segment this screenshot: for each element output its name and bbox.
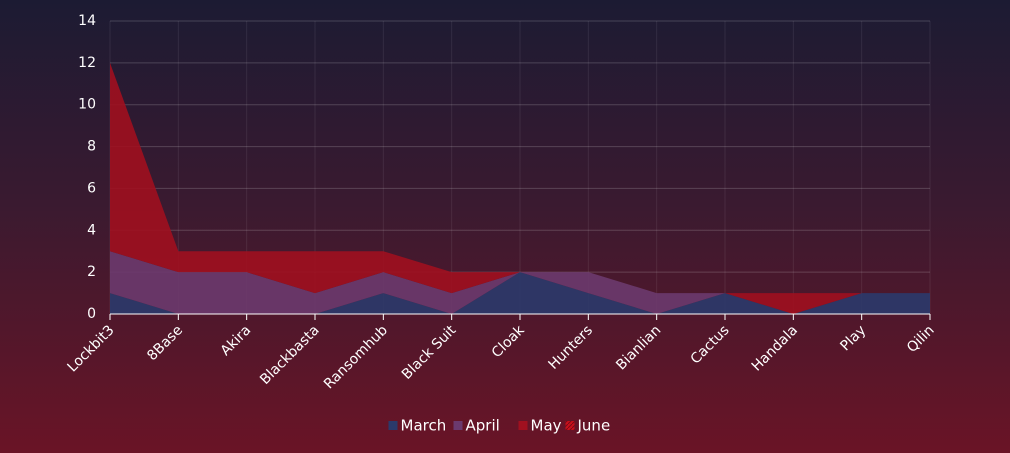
x-tick-label: Akira [218,322,255,359]
x-tick-label: Qilin [904,322,938,356]
area [110,272,930,314]
x-tick-label: 8Base [144,322,186,364]
x-tick-label: Cactus [688,322,733,367]
x-tick-label: Blackbasta [257,322,323,388]
y-tick-label: 4 [87,222,96,238]
y-tick-label: 10 [78,97,96,113]
x-tick-label: Bianlian [613,322,664,373]
x-tick-label: Black Suit [399,322,460,383]
x-tick-label: Handala [749,322,801,374]
x-tick-label: Hunters [545,322,596,373]
legend-swatch [453,421,463,430]
y-tick-label: 2 [87,264,96,280]
legend-label: June [577,417,611,435]
y-tick-label: 0 [87,306,96,322]
x-tick-label: Play [837,322,869,354]
x-tick-label: Ransomhub [321,322,391,392]
legend-swatch [518,421,528,430]
legend-label: March [401,417,447,435]
area [110,251,930,314]
y-tick-label: 12 [78,55,96,71]
area [110,62,930,314]
legend-swatch [388,421,398,430]
y-tick-label: 8 [87,139,96,155]
y-tick-label: 6 [87,180,96,196]
x-tick-label: Lockbit3 [65,322,118,375]
legend-label: May [531,417,562,435]
x-tick-label: Cloak [489,322,528,361]
y-tick-label: 14 [78,13,96,29]
legend-label: April [466,417,500,435]
legend-swatch [565,421,575,430]
